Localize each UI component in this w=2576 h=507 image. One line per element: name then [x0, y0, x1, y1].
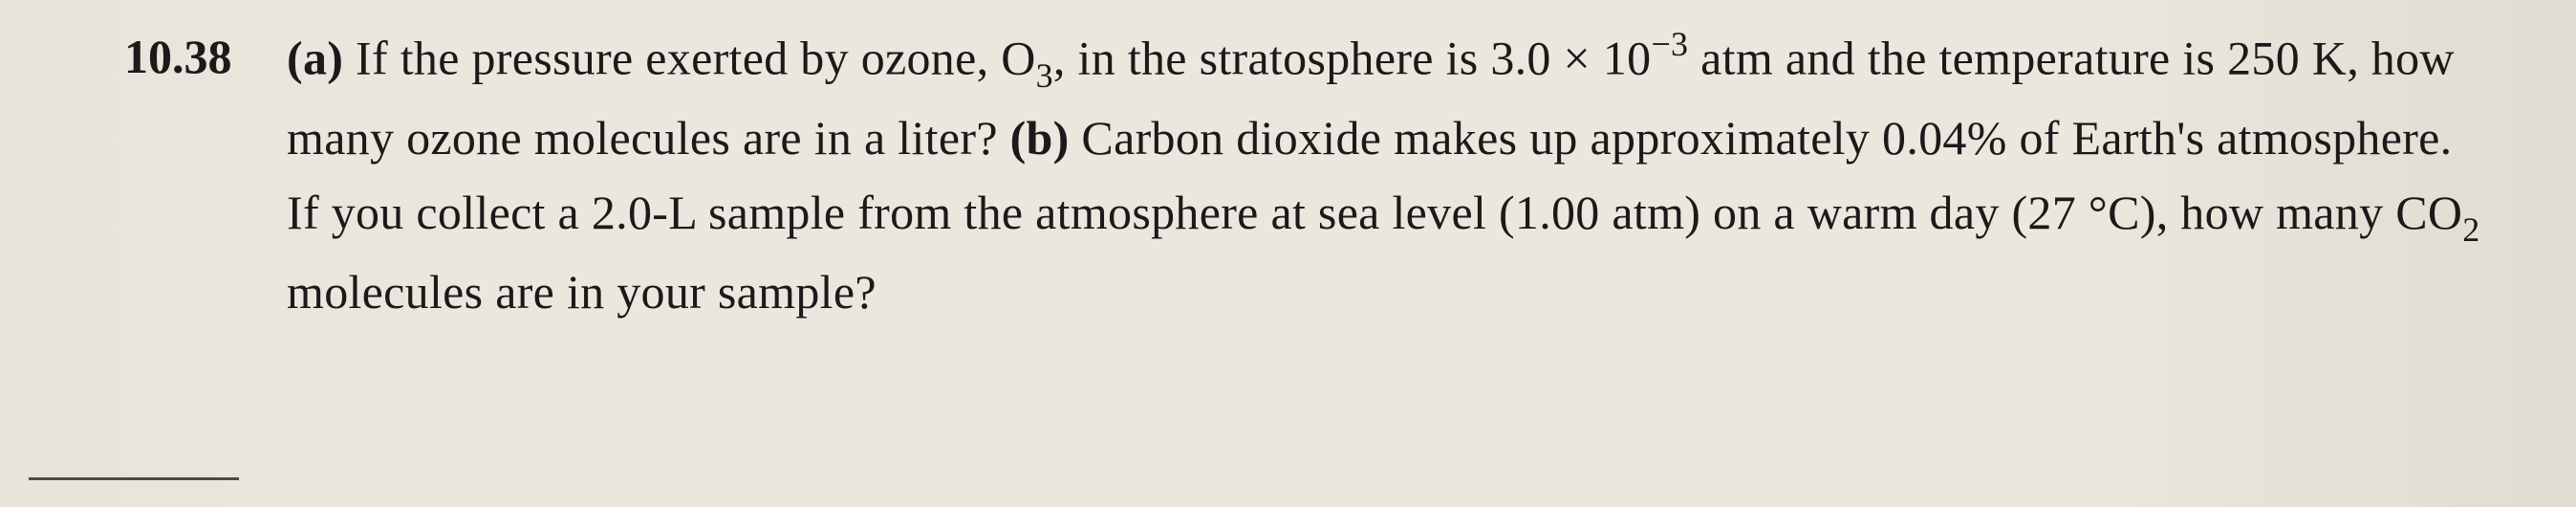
exponent-neg3: −3: [1651, 25, 1688, 63]
part-a-label: (a): [287, 32, 343, 85]
problem-body: (a) If the pressure exerted by ozone, O3…: [287, 19, 2490, 329]
o3-subscript: 3: [1036, 56, 1053, 95]
problem-number: 10.38: [124, 19, 287, 329]
part-a-text-2: , in the stratosphere is 3.0 × 10: [1053, 32, 1652, 85]
part-a-text-1: If the pressure exerted by ozone, O: [343, 32, 1035, 85]
underline-mark: [29, 477, 239, 480]
problem-container: 10.38 (a) If the pressure exerted by ozo…: [0, 0, 2576, 348]
part-b-text-2: molecules are in your sample?: [287, 265, 877, 319]
part-b-label: (b): [1010, 111, 1070, 165]
co2-subscript: 2: [2462, 210, 2479, 249]
